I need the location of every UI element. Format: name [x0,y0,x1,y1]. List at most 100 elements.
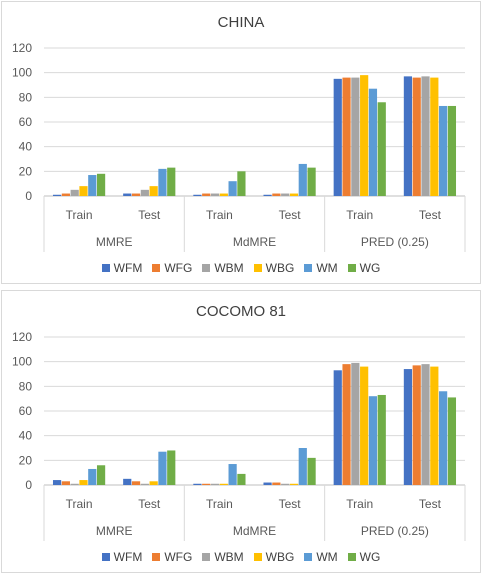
bar-wbm-pred-0-25--train [351,77,360,196]
legend-item-wbg: WBG [253,550,294,564]
legend-label: WM [316,261,338,275]
legend-label: WFG [164,550,193,564]
bar-wfg-pred-0-25--train [342,77,351,196]
x-tick-label: Train [66,208,93,222]
bar-wfm-pred-0-25--test [403,369,413,485]
bar-wfg-pred-0-25--test [412,77,421,196]
legend-item-wfg: WFG [152,550,192,564]
bar-wbm-mmre-test [140,483,149,485]
y-tick-label: 0 [25,189,32,203]
legend-item-wfm: WFM [101,261,143,275]
bar-wm-mmre-train [88,468,97,485]
bar-wbm-pred-0-25--test [421,76,430,196]
bar-wfg-pred-0-25--train [342,364,351,485]
legend-label: WM [316,550,338,564]
bar-wfg-mmre-train [61,193,70,196]
legend-item-wfg: WFG [152,261,192,275]
legend-item-wg: WG [347,261,380,275]
bar-wfm-mmre-test [123,478,132,485]
bar-wfm-pred-0-25--train [333,370,342,485]
y-tick-label: 100 [12,355,32,369]
legend-swatch [253,264,262,272]
y-tick-label: 80 [19,90,33,104]
y-tick-label: 40 [19,429,33,443]
y-tick-label: 40 [19,140,33,154]
bar-wfg-mdmre-test [272,193,281,196]
x-tick-label: Train [206,208,233,222]
bar-wbm-mmre-test [140,189,149,196]
bar-wm-mdmre-test [298,163,307,196]
bar-wg-pred-0-25--test [447,105,457,196]
x-tick-label: Test [138,208,161,222]
bar-wg-pred-0-25--test [447,397,457,485]
legend-swatch [101,264,110,272]
legend-label: WFM [113,261,143,275]
bar-wg-mmre-train [96,173,106,196]
bar-wg-pred-0-25--train [377,102,386,196]
chart-china: CHINA 0 20 40 60 80 100 120 Train Test MMRE Train T… [1,1,481,284]
bar-wbm-mmre-train [70,483,79,485]
y-tick-label: 100 [12,66,32,80]
bar-wfm-pred-0-25--test [403,76,413,196]
x-group-label: MdMRE [233,524,276,538]
bar-wbm-mmre-train [70,189,79,196]
bar-wm-mmre-train [88,175,97,196]
bar-wbm-pred-0-25--test [421,364,430,485]
bar-wfg-pred-0-25--test [412,365,421,485]
bar-wg-pred-0-25--train [377,394,386,485]
chart-legend: WFM WFG WBM WBG WM WG [2,550,480,564]
bar-wbg-mdmre-train [219,483,228,485]
bar-wbm-mdmre-train [210,193,220,196]
bar-wfm-mdmre-test [263,194,272,196]
bar-wm-pred-0-25--test [439,105,448,196]
bar-wbg-mmre-test [149,481,158,485]
bar-wfg-mmre-test [131,193,141,196]
bar-wg-mdmre-train [237,171,246,196]
legend-label: WFM [113,550,143,564]
legend-label: WBG [265,261,295,275]
bar-wfg-mdmre-train [202,193,211,196]
bar-wbg-pred-0-25--train [360,366,369,485]
x-tick-label: Train [206,497,233,511]
x-tick-label: Train [346,497,373,511]
bar-wbg-mmre-train [79,480,88,485]
bar-wbm-mdmre-test [281,193,290,196]
bar-wfg-mmre-train [61,481,70,485]
bar-wbg-mmre-test [149,186,158,196]
bar-wbg-pred-0-25--test [430,77,439,196]
bar-wfm-mdmre-train [193,483,202,485]
y-tick-label: 0 [25,478,32,492]
bar-wfm-pred-0-25--train [333,78,342,196]
x-group-label: MMRE [96,235,133,249]
chart-title: COCOMO 81 [195,303,286,320]
x-tick-label: Test [279,208,302,222]
bar-wm-mmre-test [158,168,167,196]
bar-wfm-mdmre-test [263,482,272,485]
legend-item-wbg: WBG [253,261,295,275]
legend-label: WG [359,550,381,564]
chart-title: CHINA [217,14,265,31]
legend-label: WBM [214,261,244,275]
y-tick-label: 60 [19,115,33,129]
x-group-label: MdMRE [233,235,276,249]
bar-wbm-mdmre-train [210,483,220,485]
y-tick-label: 60 [19,404,33,418]
legend-item-wm: WM [304,261,338,275]
chart-legend: WFM WFG WBM WBG WM WG [2,261,480,275]
legend-swatch [347,264,356,272]
x-tick-label: Train [346,208,373,222]
bar-wm-mdmre-test [298,448,307,485]
bar-wbg-mdmre-train [219,193,228,196]
bar-wbm-mdmre-test [281,483,290,485]
bar-wm-pred-0-25--train [368,88,378,196]
bar-wbg-pred-0-25--test [430,366,439,485]
legend-swatch [304,553,313,561]
legend-item-wbm: WBM [202,550,244,564]
legend-swatch [304,264,313,272]
bar-wfm-mmre-test [123,193,132,196]
bar-wbg-pred-0-25--train [360,75,369,196]
x-tick-label: Test [138,497,161,511]
legend-swatch [152,553,161,561]
